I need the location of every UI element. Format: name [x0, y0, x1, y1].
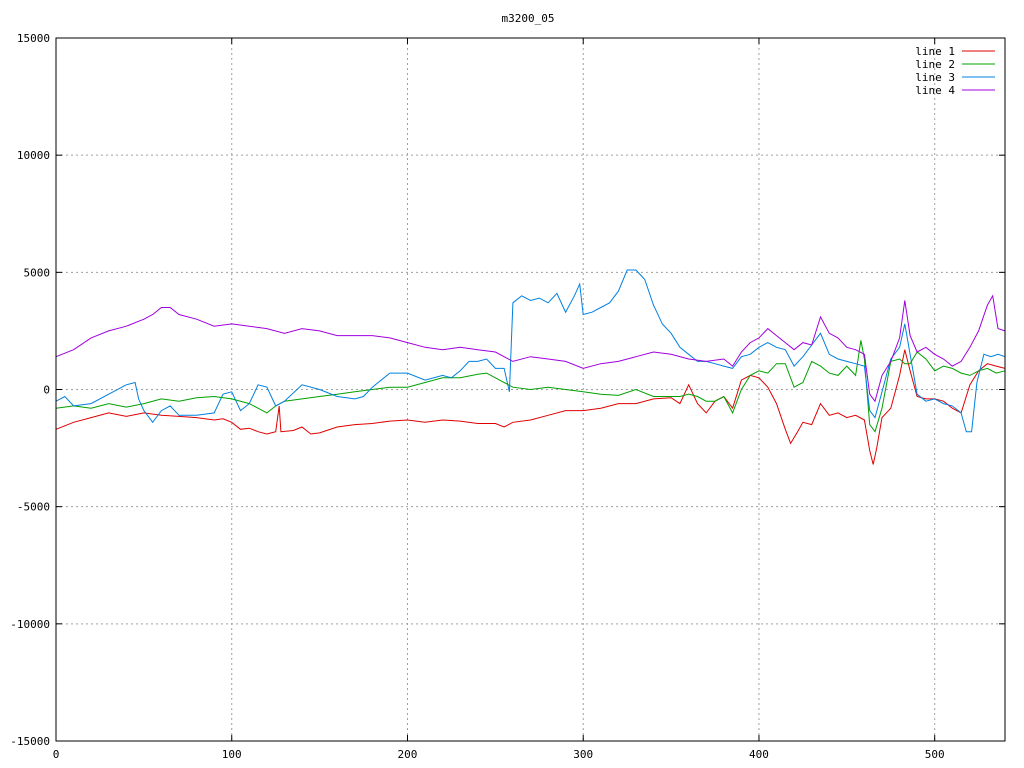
legend-label: line 3: [915, 71, 955, 84]
legend-label: line 1: [915, 45, 955, 58]
y-tick-label: 0: [43, 384, 50, 397]
series-line-1: [55, 349, 1006, 465]
grid: [56, 38, 1005, 741]
y-tick-label: 15000: [17, 32, 50, 45]
y-tick-label: -10000: [10, 618, 50, 631]
x-tick-label: 100: [222, 748, 242, 761]
axes: -15000 -10000 -5000 0 5000 10000 15000 0 100 200 3…: [10, 32, 1005, 761]
legend-label: line 2: [915, 58, 955, 71]
x-tick-label: 500: [925, 748, 945, 761]
y-tick-label: -5000: [17, 501, 50, 514]
legend-label: line 4: [915, 84, 955, 97]
series-line-4: [55, 294, 1006, 403]
x-tick-label: 300: [573, 748, 593, 761]
series-line-3: [55, 269, 1006, 433]
y-tick-label: -15000: [10, 735, 50, 748]
chart-title: m3200_05: [502, 12, 555, 25]
x-tick-label: 0: [53, 748, 60, 761]
y-tick-label: 10000: [17, 149, 50, 162]
x-tick-label: 400: [749, 748, 769, 761]
x-tick-label: 200: [398, 748, 418, 761]
y-tick-label: 5000: [24, 266, 51, 279]
series-group: [55, 269, 1006, 465]
